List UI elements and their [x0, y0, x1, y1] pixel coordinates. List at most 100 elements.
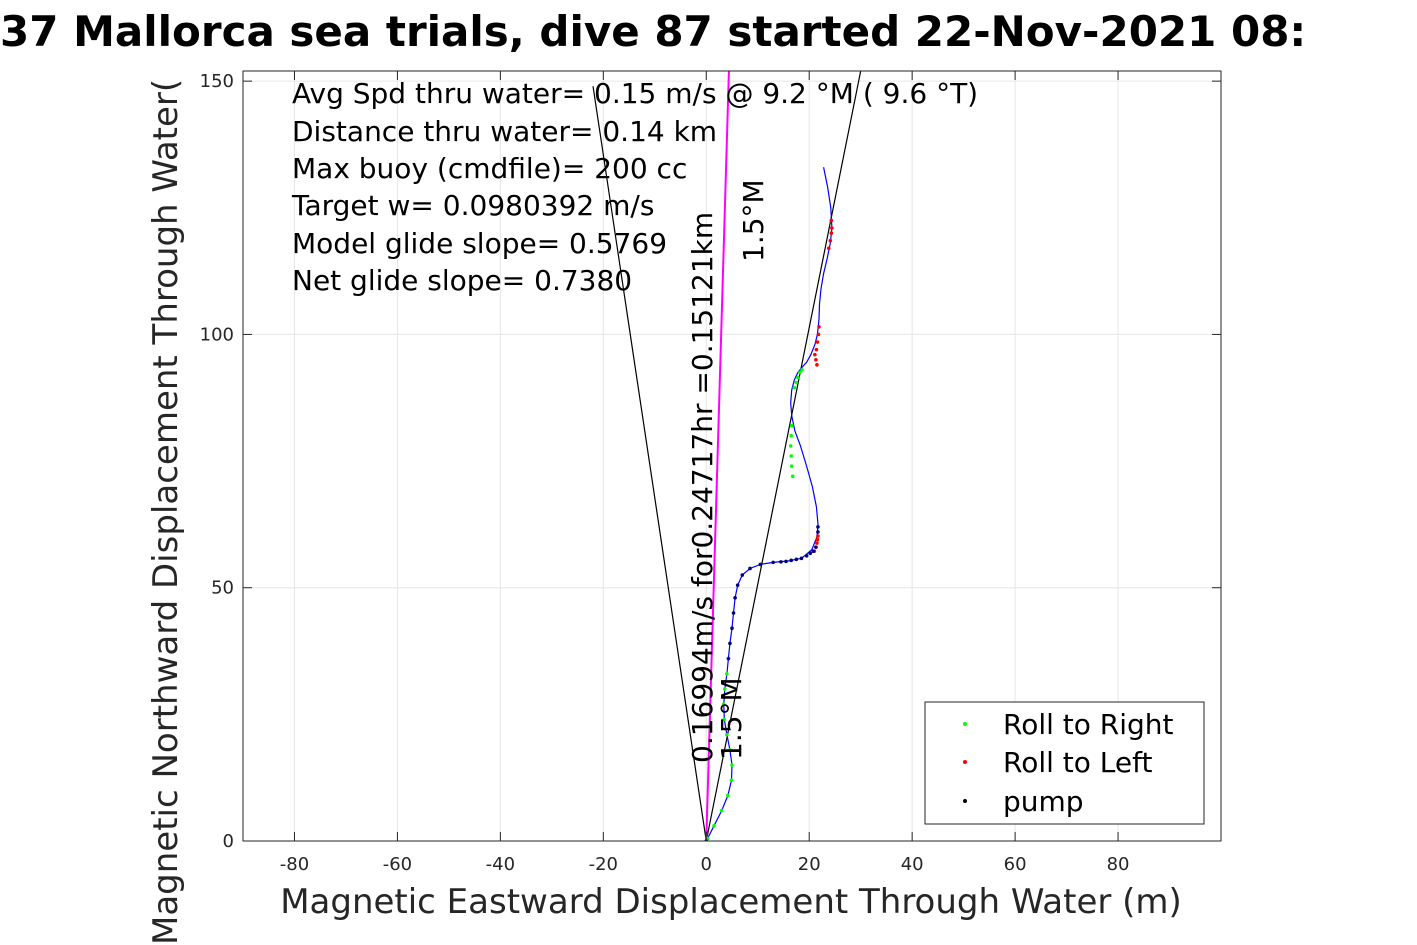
legend-marker-roll-left: [963, 760, 967, 764]
pump-point: [771, 560, 775, 565]
roll-right-point: [730, 763, 734, 767]
y-tick-label: 0: [223, 831, 234, 852]
x-tick-label: -80: [280, 854, 309, 875]
x-tick-label: -20: [589, 854, 618, 875]
roll-left-point: [815, 340, 820, 344]
roll-right-point: [721, 702, 726, 707]
roll-right-point: [722, 687, 727, 691]
pump-point: [814, 545, 818, 549]
stat-net-glide-slope: Net glide slope= 0.7380: [292, 264, 632, 297]
pump-point: [816, 525, 820, 529]
pump-point: [784, 559, 788, 564]
x-axis-label: Magnetic Eastward Displacement Through W…: [280, 882, 1182, 922]
pump-point: [728, 641, 732, 646]
roll-left-point: [813, 352, 817, 357]
roll-left-point: [815, 541, 819, 545]
average-heading-segment: [705, 71, 730, 841]
legend-box: [924, 701, 1205, 825]
roll-right-point: [788, 444, 793, 448]
y-axis-ticks: 0 50 100 150: [200, 71, 1221, 852]
roll-left-point: [816, 534, 820, 538]
legend-label-pump: pump: [1003, 785, 1084, 818]
chart-title: 37 Mallorca sea trials, dive 87 started …: [0, 7, 1306, 56]
pump-point: [730, 626, 734, 631]
pump-point: [811, 549, 816, 554]
x-tick-label: -40: [486, 854, 515, 875]
roll-left-point: [828, 238, 833, 243]
pump-point: [789, 558, 793, 563]
roll-right-point: [789, 464, 794, 468]
stats-block: Avg Spd thru water= 0.15 m/s @ 9.2 °M ( …: [291, 77, 978, 297]
roll-left-point: [816, 332, 821, 337]
pump-point: [758, 562, 763, 567]
heading-upper-annotation: 1.5°M: [737, 179, 770, 262]
roll-right-point: [729, 778, 734, 783]
pump-point: [779, 560, 783, 564]
pump-points: [704, 525, 820, 841]
x-tick-label: 0: [701, 854, 712, 875]
y-tick-label: 100: [200, 324, 234, 345]
pump-point: [748, 566, 752, 571]
roll-right-point: [789, 433, 793, 438]
legend-marker-roll-right: [963, 722, 967, 726]
roll-right-point: [798, 370, 802, 375]
stat-max-buoy: Max buoy (cmdfile)= 200 cc: [292, 152, 687, 185]
x-tick-label: 40: [901, 854, 924, 875]
roll-right-point: [725, 732, 729, 737]
legend-label-roll-left: Roll to Left: [1003, 746, 1152, 779]
x-tick-label: 80: [1107, 854, 1130, 875]
pump-point: [735, 583, 740, 587]
roll-right-point: [792, 385, 797, 390]
pump-point: [816, 530, 820, 534]
roll-right-point: [712, 824, 716, 828]
stat-avg-speed: Avg Spd thru water= 0.15 m/s @ 9.2 °M ( …: [292, 77, 978, 110]
roll-right-point: [728, 748, 732, 752]
pump-point: [733, 596, 737, 600]
stat-distance: Distance thru water= 0.14 km: [292, 115, 717, 148]
roll-right-point: [726, 793, 730, 798]
x-tick-label: 20: [798, 854, 821, 875]
roll-left-point: [829, 218, 834, 223]
track-summary-annotation: 0.16994m/s for0.24717hr =0.15121km: [686, 212, 719, 763]
roll-left-point: [814, 347, 819, 352]
pump-point: [804, 553, 809, 558]
roll-right-point: [796, 375, 800, 380]
heading-cone: [592, 71, 862, 841]
heading-lower-annotation: 1.5°M: [715, 677, 748, 760]
y-tick-label: 150: [200, 71, 234, 92]
roll-right-point: [789, 454, 793, 458]
heading-cone-line: [705, 71, 862, 841]
roll-left-point: [815, 537, 820, 542]
roll-right-point: [800, 368, 804, 372]
pump-point: [794, 557, 799, 562]
pump-point: [731, 611, 736, 615]
roll-left-point: [815, 363, 819, 367]
y-tick-label: 50: [211, 578, 234, 599]
roll-right-point: [719, 808, 724, 813]
y-axis-label: Magnetic Northward Displacement Through …: [146, 79, 186, 945]
legend-marker-pump: [963, 799, 967, 803]
heading-cone-line: [592, 86, 707, 841]
pump-point: [726, 656, 731, 661]
x-axis-ticks: -80 -60 -40 -20 0 20 40 60 80: [280, 71, 1130, 875]
roll-left-point: [826, 246, 831, 251]
roll-right-point: [725, 672, 729, 676]
roll-right-point: [789, 423, 794, 428]
plot-frame: [242, 70, 1222, 842]
legend-label-roll-right: Roll to Right: [1003, 708, 1174, 741]
stat-target-w: Target w= 0.0980392 m/s: [291, 189, 654, 222]
stat-model-glide-slope: Model glide slope= 0.5769: [292, 227, 667, 260]
roll-left-point: [814, 357, 818, 362]
roll-left-point: [817, 325, 821, 329]
roll-right-point: [790, 474, 795, 479]
roll-right-point: [794, 380, 799, 385]
roll-right-points: [706, 368, 804, 841]
roll-right-point: [722, 717, 727, 722]
x-tick-label: 60: [1004, 854, 1027, 875]
pump-point: [740, 573, 745, 577]
roll-left-point: [829, 231, 834, 235]
legend: Roll to Right Roll to Left pump: [924, 701, 1205, 825]
pump-point: [808, 551, 813, 556]
roll-left-point: [830, 226, 834, 230]
